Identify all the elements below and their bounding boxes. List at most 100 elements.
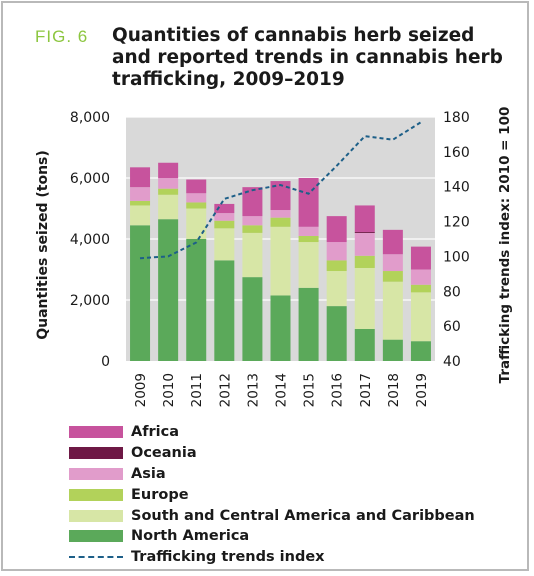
x-tick-label: 2015 (302, 373, 318, 407)
bar-segment (130, 200, 151, 206)
x-tick-label: 2014 (274, 373, 290, 407)
bar-segment (214, 203, 235, 214)
bar-segment (382, 339, 403, 361)
bar-segment (410, 292, 431, 342)
bar-segment (326, 306, 347, 361)
legend-label: South and Central America and Caribbean (131, 507, 475, 524)
legend-swatch (69, 426, 123, 439)
bar-segment (298, 178, 319, 227)
bar-segment (410, 341, 431, 361)
bar-segment (130, 225, 151, 361)
y2-tick-label: 180 (443, 110, 470, 126)
y2-tick-label: 60 (443, 319, 461, 335)
chart-svg: 0 2,000 4,000 6,000 8,000 40 60 80 100 120 140 160 1… (35, 107, 513, 408)
legend-swatch (69, 488, 123, 501)
bar-segment (158, 162, 179, 178)
y-tick-label: 2,000 (70, 293, 110, 309)
bar-segment (158, 188, 179, 195)
bar-segment (354, 267, 375, 329)
bar-segment (158, 219, 179, 361)
bar-segment (298, 242, 319, 288)
bar-segment (326, 216, 347, 243)
bar-segment (242, 187, 263, 217)
y2-tick-label: 100 (443, 249, 470, 265)
x-tick-label: 2017 (358, 373, 374, 407)
y2-tick-label: 160 (443, 145, 470, 161)
bar-segment (382, 254, 403, 272)
legend-label: North America (131, 528, 250, 545)
bar-segment (270, 217, 291, 227)
bar-segment (214, 228, 235, 261)
bar-segment (298, 235, 319, 243)
legend-swatch (69, 556, 123, 559)
bar-segment (410, 284, 431, 293)
y-tick-label: 8,000 (70, 110, 110, 126)
legend-label: Asia (131, 465, 166, 482)
x-tick-label: 2011 (189, 373, 205, 407)
figure-frame: FIG. 6 Quantities of cannabis herb seize… (1, 1, 529, 571)
trend-line (139, 121, 422, 260)
legend-label: Trafficking trends index (131, 549, 325, 566)
bar-segment (410, 246, 431, 270)
bar-segment (410, 269, 431, 285)
bar-segment (382, 281, 403, 340)
y-tick-label: 4,000 (70, 232, 110, 248)
legend-label: Oceania (131, 445, 197, 462)
legend-item: Oceania (69, 443, 475, 464)
bar-segment (354, 255, 375, 268)
bar-segment (130, 167, 151, 188)
bar-segment (326, 242, 347, 261)
x-tick-label: 2018 (386, 373, 402, 407)
bar-segment (214, 220, 235, 229)
legend-swatch (69, 447, 123, 460)
bar-segment (130, 205, 151, 226)
y-axis-title: Quantities seized (tons) (35, 150, 51, 340)
bar-segment (130, 187, 151, 201)
legend-swatch (69, 509, 123, 522)
bar-segment (214, 213, 235, 221)
figure-number: FIG. 6 (35, 27, 89, 46)
x-tick-label: 2013 (245, 373, 261, 407)
bar-segment (214, 260, 235, 361)
legend-label: Europe (131, 486, 189, 503)
bar-segment (270, 181, 291, 211)
bar-segment (186, 179, 207, 194)
x-tick-label: 2016 (330, 373, 346, 407)
x-tick-label: 2009 (133, 373, 149, 407)
y2-tick-label: 140 (443, 180, 470, 196)
bar-segment (270, 295, 291, 361)
chart-title: Quantities of cannabis herb seized and r… (112, 25, 503, 90)
legend-item: Africa (69, 422, 475, 443)
bar-segment (326, 260, 347, 272)
bar-segment (186, 193, 207, 203)
bar-segment (186, 239, 207, 361)
x-tick-label: 2010 (161, 373, 177, 407)
legend-label: Africa (131, 424, 180, 441)
bar-segment (158, 178, 179, 189)
bar-segment (242, 232, 263, 278)
bar-segment (382, 229, 403, 255)
legend-swatch (69, 467, 123, 480)
legend-item: Asia (69, 464, 475, 485)
bar-segment (158, 194, 179, 220)
x-tick-label: 2012 (217, 373, 233, 407)
bar-segment (354, 231, 375, 233)
bar-segment (354, 328, 375, 361)
bar-segment (270, 226, 291, 296)
bar-segment (242, 225, 263, 233)
y2-tick-label: 120 (443, 215, 470, 231)
y-tick-label: 0 (101, 354, 110, 370)
chart-legend: Africa Oceania Asia Europe South and Central… (69, 422, 475, 568)
legend-item: North America (69, 526, 475, 547)
bar-segment (186, 202, 207, 209)
legend-item: Europe (69, 484, 475, 505)
bar-segment (326, 271, 347, 307)
bar-segment (298, 287, 319, 361)
bar-segment (242, 216, 263, 226)
bar-segment (242, 277, 263, 361)
bar-segment (298, 226, 319, 236)
bar-segment (382, 271, 403, 282)
y2-tick-label: 80 (443, 284, 461, 300)
legend-item: South and Central America and Caribbean (69, 505, 475, 526)
bar-segment (354, 232, 375, 256)
